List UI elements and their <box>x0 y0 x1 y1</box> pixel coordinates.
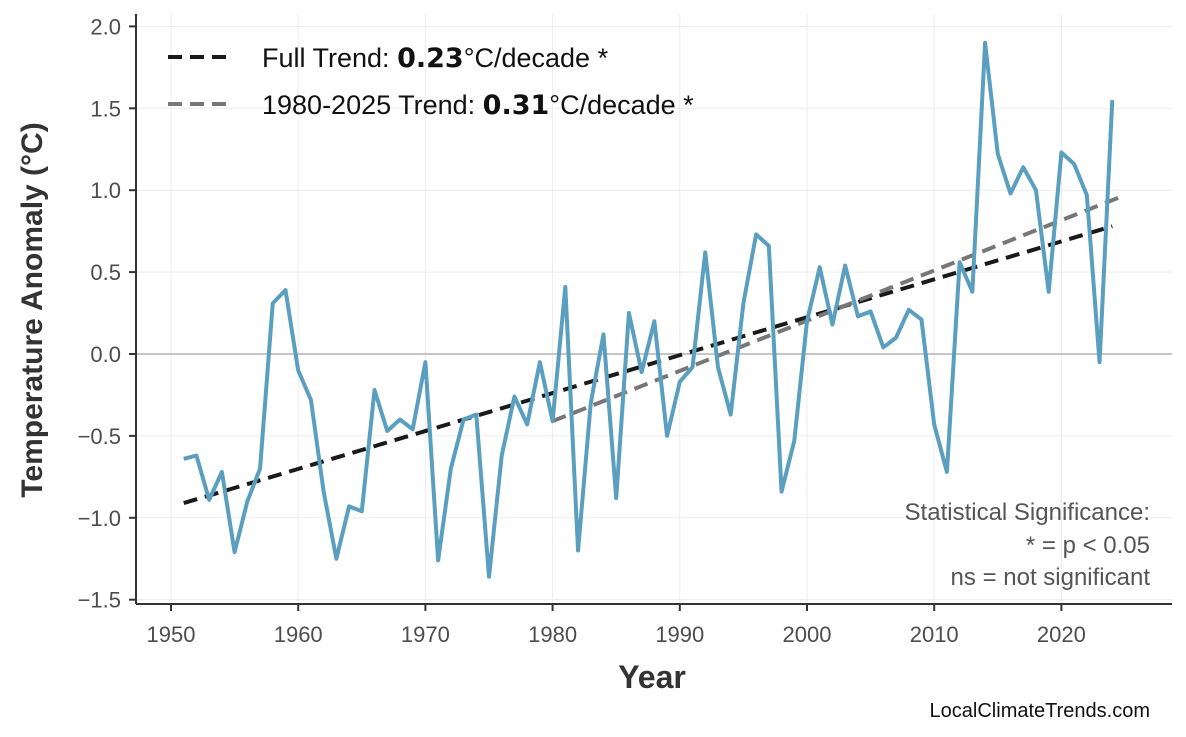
anomaly-series-line <box>183 40 1115 579</box>
y-tick-label: −1.5 <box>78 588 121 613</box>
source-watermark: LocalClimateTrends.com <box>930 700 1150 722</box>
x-tick-label: 2010 <box>910 622 959 647</box>
x-tick-label: 1980 <box>528 622 577 647</box>
x-tick-label: 2020 <box>1037 622 1086 647</box>
y-tick-label: 0.0 <box>90 342 121 367</box>
legend: Full Trend: 0.23°C/decade * 1980-2025 Tr… <box>168 43 694 121</box>
y-tick-label: −1.0 <box>78 506 121 531</box>
legend-full-trend-label: Full Trend: 0.23°C/decade * <box>262 43 609 74</box>
y-axis-label: Temperature Anomaly (°C) <box>16 122 49 497</box>
significance-star: * = p < 0.05 <box>1026 532 1150 559</box>
y-tick-label: 2.0 <box>90 14 121 39</box>
significance-ns: ns = not significant <box>951 564 1151 591</box>
y-tick-label: 1.5 <box>90 96 121 121</box>
x-tick-label: 1950 <box>147 622 196 647</box>
y-tick-label: 1.0 <box>90 178 121 203</box>
significance-note: Statistical Significance: * = p < 0.05 n… <box>905 499 1151 591</box>
trend-lines <box>183 193 1126 505</box>
recent-trend-line <box>551 193 1126 424</box>
y-tick-label: −0.5 <box>78 424 121 449</box>
full-trend-line <box>183 224 1113 505</box>
significance-title: Statistical Significance: <box>905 499 1150 526</box>
x-tick-label: 1960 <box>274 622 323 647</box>
x-ticks: 1950 1960 1970 1980 1990 2000 2010 2020 <box>147 604 1086 647</box>
x-tick-label: 2000 <box>783 622 832 647</box>
y-ticks: −1.5 −1.0 −0.5 0.0 0.5 1.0 1.5 2.0 <box>78 14 136 613</box>
x-axis-label: Year <box>618 659 686 695</box>
legend-recent-trend-label: 1980-2025 Trend: 0.31°C/decade * <box>262 90 694 121</box>
x-tick-label: 1990 <box>655 622 704 647</box>
x-tick-label: 1970 <box>401 622 450 647</box>
y-tick-label: 0.5 <box>90 260 121 285</box>
